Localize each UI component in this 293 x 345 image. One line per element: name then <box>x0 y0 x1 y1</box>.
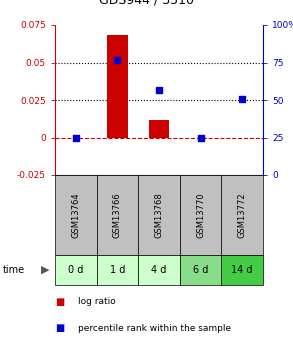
Text: GDS944 / 3510: GDS944 / 3510 <box>99 0 194 7</box>
Text: 1 d: 1 d <box>110 265 125 275</box>
Point <box>198 135 203 140</box>
Text: time: time <box>3 265 25 275</box>
Point <box>115 57 120 62</box>
Text: GSM13768: GSM13768 <box>154 192 163 238</box>
Text: ■: ■ <box>55 323 64 333</box>
Text: 4 d: 4 d <box>151 265 167 275</box>
Text: GSM13770: GSM13770 <box>196 192 205 238</box>
Point <box>157 87 161 92</box>
Bar <box>107 36 128 138</box>
Text: GSM13766: GSM13766 <box>113 192 122 238</box>
Text: 14 d: 14 d <box>231 265 253 275</box>
Bar <box>149 119 169 138</box>
Point <box>240 96 245 101</box>
Text: 6 d: 6 d <box>193 265 208 275</box>
Text: log ratio: log ratio <box>79 297 116 306</box>
Text: ▶: ▶ <box>41 265 49 275</box>
Text: 0 d: 0 d <box>68 265 84 275</box>
Text: ■: ■ <box>55 297 64 307</box>
Text: GSM13764: GSM13764 <box>71 192 80 238</box>
Text: percentile rank within the sample: percentile rank within the sample <box>79 324 231 333</box>
Text: GSM13772: GSM13772 <box>238 192 247 238</box>
Point <box>74 135 78 140</box>
